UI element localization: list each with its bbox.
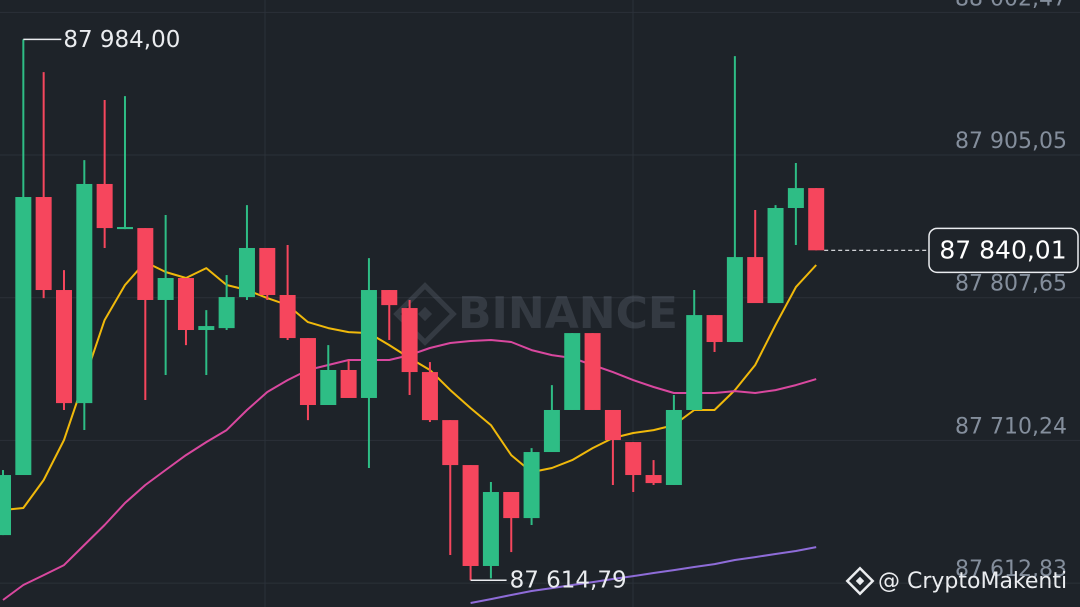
candle-body bbox=[645, 475, 662, 484]
candle-body bbox=[665, 409, 682, 485]
candle-body bbox=[218, 297, 235, 329]
candle-body bbox=[706, 315, 723, 343]
candle-body bbox=[787, 188, 804, 208]
y-tick-label: 87 905,05 bbox=[955, 129, 1067, 154]
grid bbox=[0, 11, 1080, 584]
last-price-label: 87 840,01 bbox=[939, 235, 1066, 264]
candle-body bbox=[543, 409, 560, 453]
vertical-grid bbox=[264, 0, 634, 607]
candle-body bbox=[35, 197, 52, 291]
y-axis: 88 002,47 87 905,05 87 807,65 87 710,24 87 6… bbox=[955, 0, 1067, 582]
candle-body bbox=[584, 333, 601, 410]
candle-body bbox=[401, 308, 418, 373]
candle-body bbox=[15, 197, 32, 476]
candle-body bbox=[564, 333, 581, 410]
watermark-text: BINANCE bbox=[458, 288, 678, 339]
candle-body bbox=[421, 372, 438, 421]
candle-body bbox=[523, 452, 540, 519]
candle-body bbox=[726, 257, 743, 343]
y-tick-label: 87 612,83 bbox=[955, 557, 1067, 582]
candle-body bbox=[198, 326, 215, 331]
candle-body bbox=[808, 188, 825, 251]
candle-body bbox=[320, 370, 337, 406]
high-annotation-label: 87 984,00 bbox=[63, 27, 180, 53]
candle-body bbox=[0, 475, 11, 536]
candle-body bbox=[625, 442, 642, 476]
candle-body bbox=[299, 338, 316, 406]
candle-body bbox=[381, 290, 398, 306]
candle-body bbox=[360, 290, 377, 398]
candles bbox=[0, 39, 825, 581]
candle-body bbox=[177, 278, 194, 331]
last-price-box bbox=[928, 227, 1079, 274]
candle-body bbox=[55, 290, 72, 404]
candle-body bbox=[442, 420, 459, 466]
candle-body bbox=[157, 278, 174, 300]
moving-average-line bbox=[470, 546, 817, 604]
candle-body bbox=[686, 315, 703, 410]
credit-text: @ CryptoMakenti bbox=[878, 569, 1067, 594]
y-tick-label: 87 807,65 bbox=[955, 272, 1067, 297]
low-annotation-label: 87 614,79 bbox=[510, 568, 627, 594]
y-tick-label: 87 710,24 bbox=[955, 414, 1067, 439]
candle-body bbox=[96, 183, 113, 229]
candle-body bbox=[137, 228, 154, 300]
candle-body bbox=[503, 492, 520, 519]
candle-body bbox=[747, 257, 764, 304]
candle-body bbox=[238, 247, 255, 298]
candle-body bbox=[482, 492, 499, 566]
annotations: 87 984,00 87 614,79 87 840,01 bbox=[23, 27, 1079, 594]
candle-body bbox=[462, 465, 479, 566]
candle-body bbox=[259, 247, 276, 296]
candle-body bbox=[767, 207, 784, 304]
candle-body bbox=[340, 370, 357, 398]
candle-body bbox=[604, 409, 621, 441]
credit: @ CryptoMakenti bbox=[845, 566, 1067, 596]
y-tick-label: 88 002,47 bbox=[955, 0, 1067, 11]
candle-body bbox=[116, 227, 133, 230]
candle-body bbox=[279, 295, 296, 339]
candle-body bbox=[76, 183, 93, 404]
